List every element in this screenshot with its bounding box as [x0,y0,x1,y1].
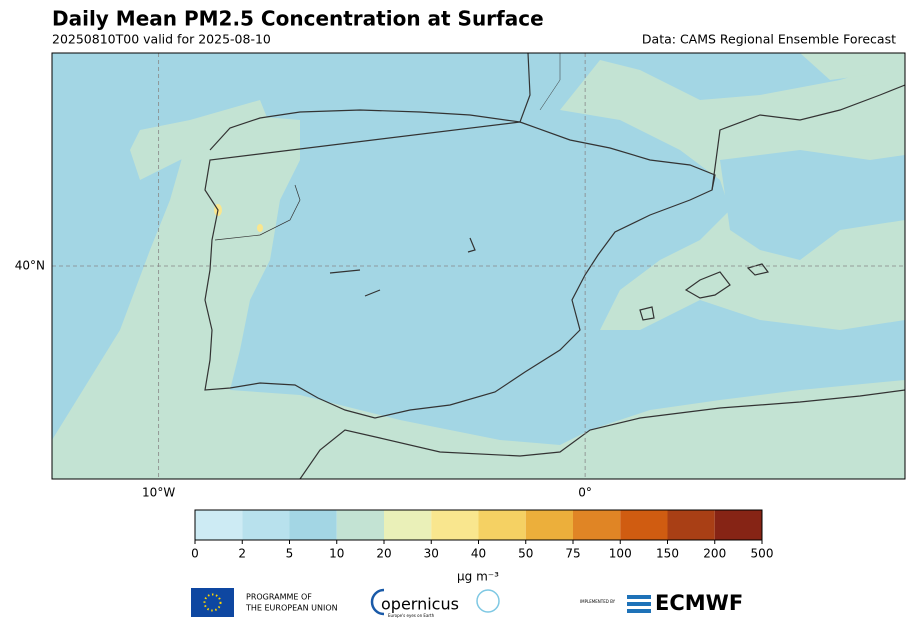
lat-label: 40°N [15,259,45,273]
colorbar-tick-label: 50 [518,547,533,561]
colorbar-tick-label: 10 [329,547,344,561]
lon-label: 0° [578,486,592,500]
colorbar-unit: μg m⁻³ [457,570,499,584]
copernicus-c [370,588,385,616]
graticule [52,53,905,479]
colorbar-segment [384,510,432,540]
colorbar-tick-label: 30 [424,547,439,561]
colorbar-tick-label: 150 [656,547,679,561]
colorbar-segment [242,510,290,540]
colorbar-tick-label: 100 [609,547,632,561]
colorbar-segment [431,510,479,540]
colorbar-segment [620,510,668,540]
colorbar-tick-label: 20 [376,547,391,561]
copernicus-text: opernicus [381,595,459,614]
ecmwf-mark [627,595,651,613]
subtitle: 20250810T00 valid for 2025-08-10 [52,32,271,47]
map-area [52,53,905,479]
ecmwf-text: ECMWF [655,591,743,615]
colorbar: 0 2 5 10 20 30 40 50 75 100 150 200 500 [191,509,774,561]
eu-text: PROGRAMME OF [246,593,312,602]
eu-text: THE EUROPEAN UNION [245,604,338,613]
colorbar-tick-label: 500 [751,547,774,561]
colorbar-segment [336,510,384,540]
colorbar-tick-label: 2 [238,547,246,561]
colorbar-tick-label: 40 [471,547,486,561]
colorbar-tick-label: 200 [703,547,726,561]
colorbar-segment [573,510,621,540]
colorbar-segment [478,510,526,540]
colorbar-segment [714,510,762,540]
cams-logo [476,589,500,613]
eu-stars [203,593,222,612]
colorbar-tick-label: 0 [191,547,199,561]
coastlines [204,53,905,479]
colorbar-segment [667,510,715,540]
colorbar-segment [195,510,243,540]
copernicus-tagline: Europe's eyes on Earth [388,613,435,618]
implemented-by: IMPLEMENTED BY [580,599,616,604]
colorbar-segment [525,510,573,540]
map-frame [51,52,906,480]
colorbar-tick-label: 5 [286,547,294,561]
concentration-patches [52,53,905,479]
logos: PROGRAMME OF THE EUROPEAN UNION opernicu… [191,588,743,618]
title: Daily Mean PM2.5 Concentration at Surfac… [52,7,544,31]
lon-label: 10°W [142,486,175,500]
colorbar-segment [289,510,337,540]
source: Data: CAMS Regional Ensemble Forecast [642,32,896,47]
eu-flag [191,588,234,617]
colorbar-tick-label: 75 [565,547,580,561]
